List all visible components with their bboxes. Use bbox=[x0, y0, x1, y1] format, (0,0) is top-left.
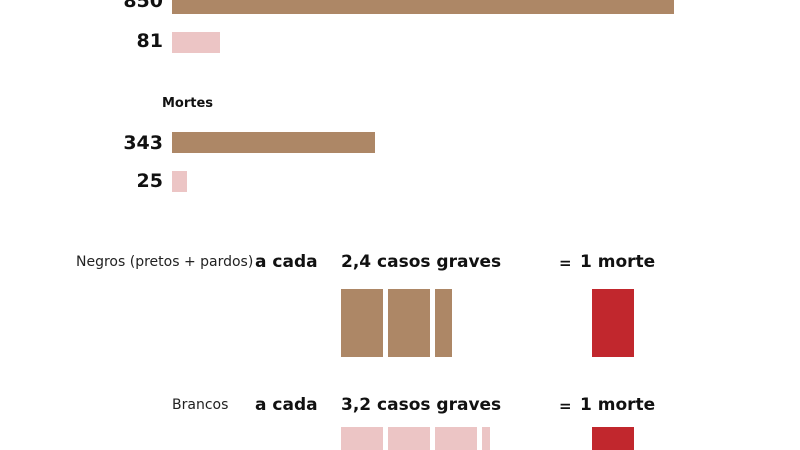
ratio-group-negros: Negros (pretos + pardos) bbox=[76, 254, 254, 270]
ratio-unit-block bbox=[482, 427, 490, 450]
ratio-a-cada-negros: a cada bbox=[255, 252, 318, 272]
ratio-equals-negros: = bbox=[559, 254, 572, 272]
bar-brancos-deaths bbox=[172, 171, 187, 192]
bar-negros-deaths bbox=[172, 132, 375, 153]
deaths-chart-title: Mortes bbox=[162, 96, 214, 111]
bar-brancos-cases bbox=[172, 32, 220, 53]
ratio-unit-block bbox=[388, 289, 430, 357]
value-label-brancos-cases: 81 bbox=[136, 30, 163, 52]
ratio-unit-block bbox=[388, 427, 430, 450]
bar-negros-cases bbox=[172, 0, 674, 14]
ratio-blocks-negros bbox=[341, 289, 501, 357]
ratio-unit-block bbox=[435, 427, 477, 450]
ratio-unit-block bbox=[341, 427, 383, 450]
ratio-text-brancos: 3,2 casos graves bbox=[341, 395, 502, 415]
ratio-group-brancos: Brancos bbox=[172, 397, 229, 413]
ratio-equals-brancos: = bbox=[559, 397, 572, 415]
ratio-unit-block bbox=[341, 289, 383, 357]
ratio-text-negros: 2,4 casos graves bbox=[341, 252, 502, 272]
ratio-result-brancos: 1 morte bbox=[580, 395, 656, 415]
value-label-negros-cases: 850 bbox=[123, 0, 163, 12]
ratio-a-cada-brancos: a cada bbox=[255, 395, 318, 415]
value-label-brancos-deaths: 25 bbox=[136, 170, 163, 192]
death-block-negros bbox=[592, 289, 634, 357]
death-block-brancos bbox=[592, 427, 634, 450]
value-label-negros-deaths: 343 bbox=[123, 132, 163, 154]
ratio-blocks-brancos bbox=[341, 427, 501, 450]
ratio-result-negros: 1 morte bbox=[580, 252, 656, 272]
ratio-unit-block bbox=[435, 289, 452, 357]
